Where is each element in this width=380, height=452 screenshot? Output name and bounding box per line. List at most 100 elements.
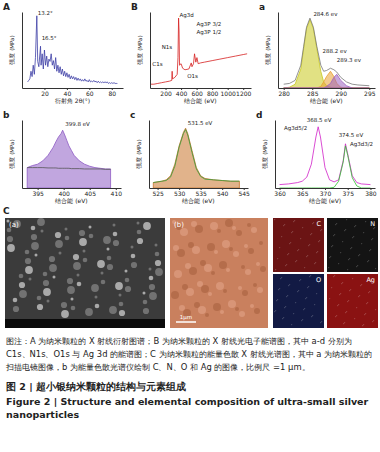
map-speck xyxy=(348,300,349,301)
eds-speck xyxy=(247,223,251,227)
map-speck xyxy=(338,263,339,264)
x-tick-label: 290 xyxy=(336,90,348,97)
map-speck xyxy=(284,307,285,308)
chart-panel: A20406080衍射角 2θ(°)强度 (MPa)13.2°16.5° xyxy=(3,2,124,104)
map-speck xyxy=(336,223,337,224)
sem-particle xyxy=(83,258,88,263)
map-speck xyxy=(328,267,329,268)
image-label: (a) xyxy=(9,221,19,229)
map-speck xyxy=(297,291,298,292)
element-map xyxy=(327,218,378,272)
map-speck xyxy=(369,291,370,292)
sem-particle xyxy=(83,250,86,253)
map-speck xyxy=(293,313,294,314)
eds-speck xyxy=(204,264,212,272)
x-tick-label: 380 xyxy=(365,190,377,197)
map-speck xyxy=(285,265,286,266)
x-tick: 1200 xyxy=(236,88,251,97)
y-axis-title: 强度 (MPa) xyxy=(261,139,268,168)
y-axis xyxy=(150,13,151,89)
map-speck xyxy=(310,234,311,235)
series-line xyxy=(28,16,118,84)
x-tick: 400 xyxy=(58,188,70,197)
map-speck xyxy=(372,238,373,239)
map-speck xyxy=(279,288,280,289)
chart-panel: B20040060080010001200结合能 (eV)强度 (MPa)Ag3… xyxy=(131,2,252,104)
eds-speck xyxy=(216,282,224,290)
map-speck xyxy=(354,318,355,319)
element-label: O xyxy=(316,276,321,284)
sem-particle xyxy=(53,276,56,279)
map-speck xyxy=(344,230,345,231)
map-speck xyxy=(334,275,335,276)
map-speck xyxy=(319,240,320,241)
eds-texture xyxy=(171,219,266,317)
annotation: 531.5 eV xyxy=(188,120,213,126)
map-speck xyxy=(364,314,365,315)
eds-speck xyxy=(171,291,179,299)
plot-area xyxy=(27,130,110,188)
y-axis-title: 强度 (MPa) xyxy=(136,35,143,64)
eds-speck xyxy=(180,228,188,236)
x-axis-line xyxy=(279,88,376,89)
eds-speck xyxy=(238,286,242,290)
map-speck xyxy=(321,321,322,322)
sem-particle xyxy=(41,230,44,233)
sem-particle xyxy=(119,294,122,297)
map-speck xyxy=(333,235,334,236)
y-axis xyxy=(22,121,23,189)
sem-particle xyxy=(19,290,27,298)
sem-particle xyxy=(95,296,98,299)
map-speck xyxy=(312,223,313,224)
sem-particle xyxy=(113,240,119,246)
eds-speck xyxy=(223,289,227,293)
map-speck xyxy=(368,260,369,261)
map-speck xyxy=(352,237,353,238)
x-tick: 295 xyxy=(364,88,376,97)
sem-particle xyxy=(13,298,18,303)
x-tick-label: 400 xyxy=(176,90,188,97)
sem-particle xyxy=(155,244,158,247)
annotation: Ag3d xyxy=(180,12,194,19)
x-tick-label: 535 xyxy=(195,190,207,197)
map-speck xyxy=(298,249,299,250)
sem-particle xyxy=(25,250,30,255)
sem-particle xyxy=(101,272,104,275)
map-speck xyxy=(277,299,278,300)
sem-particle xyxy=(79,238,87,246)
map-speck xyxy=(346,311,347,312)
x-tick-label: 400 xyxy=(58,190,70,197)
annotation: 284.6 ev xyxy=(313,11,338,17)
element-map-texture xyxy=(274,275,322,325)
plot-area xyxy=(150,18,247,84)
scale-bar xyxy=(176,321,196,323)
map-speck xyxy=(358,296,359,297)
x-tick: 80 xyxy=(108,88,116,97)
map-speck xyxy=(296,260,297,261)
map-speck xyxy=(276,300,277,301)
sem-particle xyxy=(79,230,85,236)
sem-particle xyxy=(137,238,143,244)
eds-speck xyxy=(260,266,266,272)
x-axis: 360365370375380 xyxy=(274,188,377,197)
sem-particle xyxy=(19,282,25,288)
map-speck xyxy=(307,255,308,256)
map-speck xyxy=(359,254,360,255)
map-speck xyxy=(345,312,346,313)
x-tick-label: 370 xyxy=(320,190,332,197)
x-tick-label: 295 xyxy=(364,90,376,97)
x-tick: 545 xyxy=(238,188,250,197)
x-axis: 395400405410 xyxy=(23,188,123,197)
sem-particle xyxy=(13,306,19,312)
x-tick-label: 530 xyxy=(174,190,186,197)
map-speck xyxy=(318,241,319,242)
eds-speck xyxy=(185,263,191,269)
sem-particle xyxy=(101,280,106,285)
eds-speck xyxy=(214,250,218,254)
eds-speck xyxy=(217,229,221,233)
x-tick: 60 xyxy=(86,88,94,97)
panel-label: B xyxy=(131,2,138,12)
x-tick-label: 200 xyxy=(160,90,172,97)
sem-particle xyxy=(65,236,70,241)
map-speck xyxy=(342,282,343,283)
